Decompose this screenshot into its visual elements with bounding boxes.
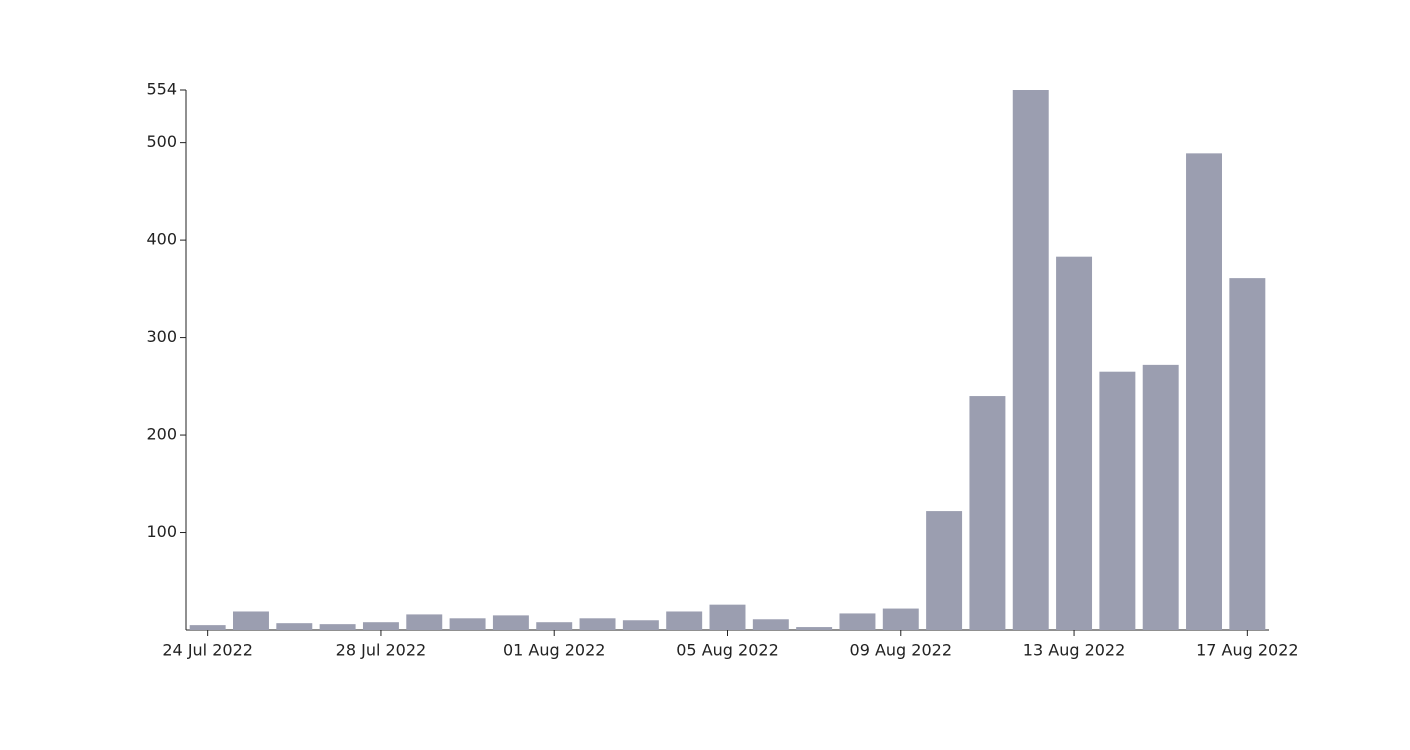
bar [362,622,399,630]
bar [1012,90,1049,630]
bar [406,614,443,630]
bar [752,619,789,630]
bar [233,611,269,630]
bar [926,511,963,630]
bar [1056,256,1093,630]
bar [969,396,1006,630]
bar [1099,371,1136,630]
y-tick-label: 554 [146,80,177,99]
x-tick-label: 09 Aug 2022 [850,641,953,660]
bar [882,608,919,630]
bar [709,604,746,630]
x-tick-label: 28 Jul 2022 [336,641,427,660]
bar [492,615,529,630]
bar [189,625,226,630]
bar [276,623,313,630]
bar [579,618,616,630]
y-tick-label: 400 [146,230,177,249]
bar [796,627,833,630]
x-tick-label: 17 Aug 2022 [1196,641,1299,660]
bar [1186,153,1222,630]
x-tick-label: 01 Aug 2022 [503,641,606,660]
bar [666,611,703,630]
bar [1229,278,1266,630]
bar [449,618,486,630]
y-tick-label: 500 [146,132,177,151]
y-tick-label: 100 [146,522,177,541]
bar [319,624,356,630]
x-tick-label: 24 Jul 2022 [162,641,253,660]
x-tick-label: 05 Aug 2022 [676,641,779,660]
bar [622,620,659,630]
x-tick-label: 13 Aug 2022 [1023,641,1126,660]
y-tick-label: 200 [146,425,177,444]
y-tick-label: 300 [146,327,177,346]
bar [839,613,876,630]
bar [536,622,573,630]
bar [1142,364,1179,630]
